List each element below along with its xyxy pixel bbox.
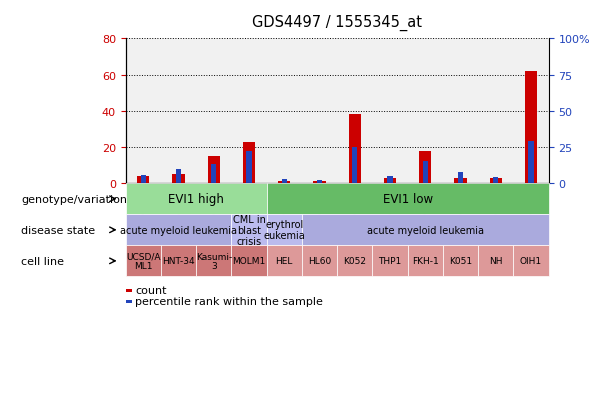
- Bar: [243, 142, 255, 184]
- Bar: [232, 39, 267, 184]
- Text: genotype/variation: genotype/variation: [21, 194, 128, 204]
- Bar: [211, 165, 216, 184]
- Bar: [337, 39, 373, 184]
- Bar: [443, 39, 478, 184]
- Bar: [408, 39, 443, 184]
- Bar: [528, 142, 534, 184]
- Text: disease state: disease state: [21, 225, 96, 235]
- Bar: [313, 182, 326, 184]
- Text: acute myeloid leukemia: acute myeloid leukemia: [120, 225, 237, 235]
- Text: GDS4497 / 1555345_at: GDS4497 / 1555345_at: [252, 14, 422, 31]
- Bar: [208, 157, 220, 184]
- Text: EVI1 low: EVI1 low: [383, 193, 433, 206]
- Text: THP1: THP1: [378, 257, 402, 266]
- Text: cell line: cell line: [21, 256, 64, 266]
- Text: OIH1: OIH1: [520, 257, 542, 266]
- Text: FKH-1: FKH-1: [412, 257, 439, 266]
- Bar: [525, 72, 537, 184]
- Text: K052: K052: [343, 257, 367, 266]
- Bar: [278, 182, 291, 184]
- Text: EVI1 high: EVI1 high: [168, 193, 224, 206]
- Text: HL60: HL60: [308, 257, 331, 266]
- Bar: [176, 169, 181, 184]
- Bar: [349, 115, 361, 184]
- Bar: [373, 39, 408, 184]
- Bar: [281, 179, 287, 184]
- Text: HEL: HEL: [276, 257, 293, 266]
- Text: erythrol
eukemia: erythrol eukemia: [264, 220, 305, 241]
- Text: CML in
blast
crisis: CML in blast crisis: [232, 214, 265, 246]
- Bar: [493, 178, 498, 184]
- Text: HNT-34: HNT-34: [162, 257, 195, 266]
- Text: MOLM1: MOLM1: [232, 257, 265, 266]
- Text: NH: NH: [489, 257, 503, 266]
- Bar: [490, 178, 502, 184]
- Bar: [454, 178, 466, 184]
- Bar: [317, 181, 322, 184]
- Bar: [387, 177, 393, 184]
- Bar: [172, 175, 185, 184]
- Bar: [246, 152, 252, 184]
- Bar: [140, 175, 146, 184]
- Bar: [267, 39, 302, 184]
- Bar: [161, 39, 196, 184]
- Text: acute myeloid leukemia: acute myeloid leukemia: [367, 225, 484, 235]
- Text: UCSD/A
ML1: UCSD/A ML1: [126, 252, 161, 271]
- Bar: [126, 39, 161, 184]
- Bar: [137, 177, 150, 184]
- Bar: [514, 39, 549, 184]
- Text: K051: K051: [449, 257, 472, 266]
- Bar: [302, 39, 337, 184]
- Text: count: count: [135, 285, 167, 295]
- Bar: [478, 39, 514, 184]
- Bar: [352, 147, 357, 184]
- Bar: [458, 172, 463, 184]
- Bar: [422, 162, 428, 184]
- Bar: [419, 151, 432, 184]
- Text: Kasumi-
3: Kasumi- 3: [196, 252, 232, 271]
- Text: percentile rank within the sample: percentile rank within the sample: [135, 296, 323, 306]
- Bar: [196, 39, 232, 184]
- Bar: [384, 178, 396, 184]
